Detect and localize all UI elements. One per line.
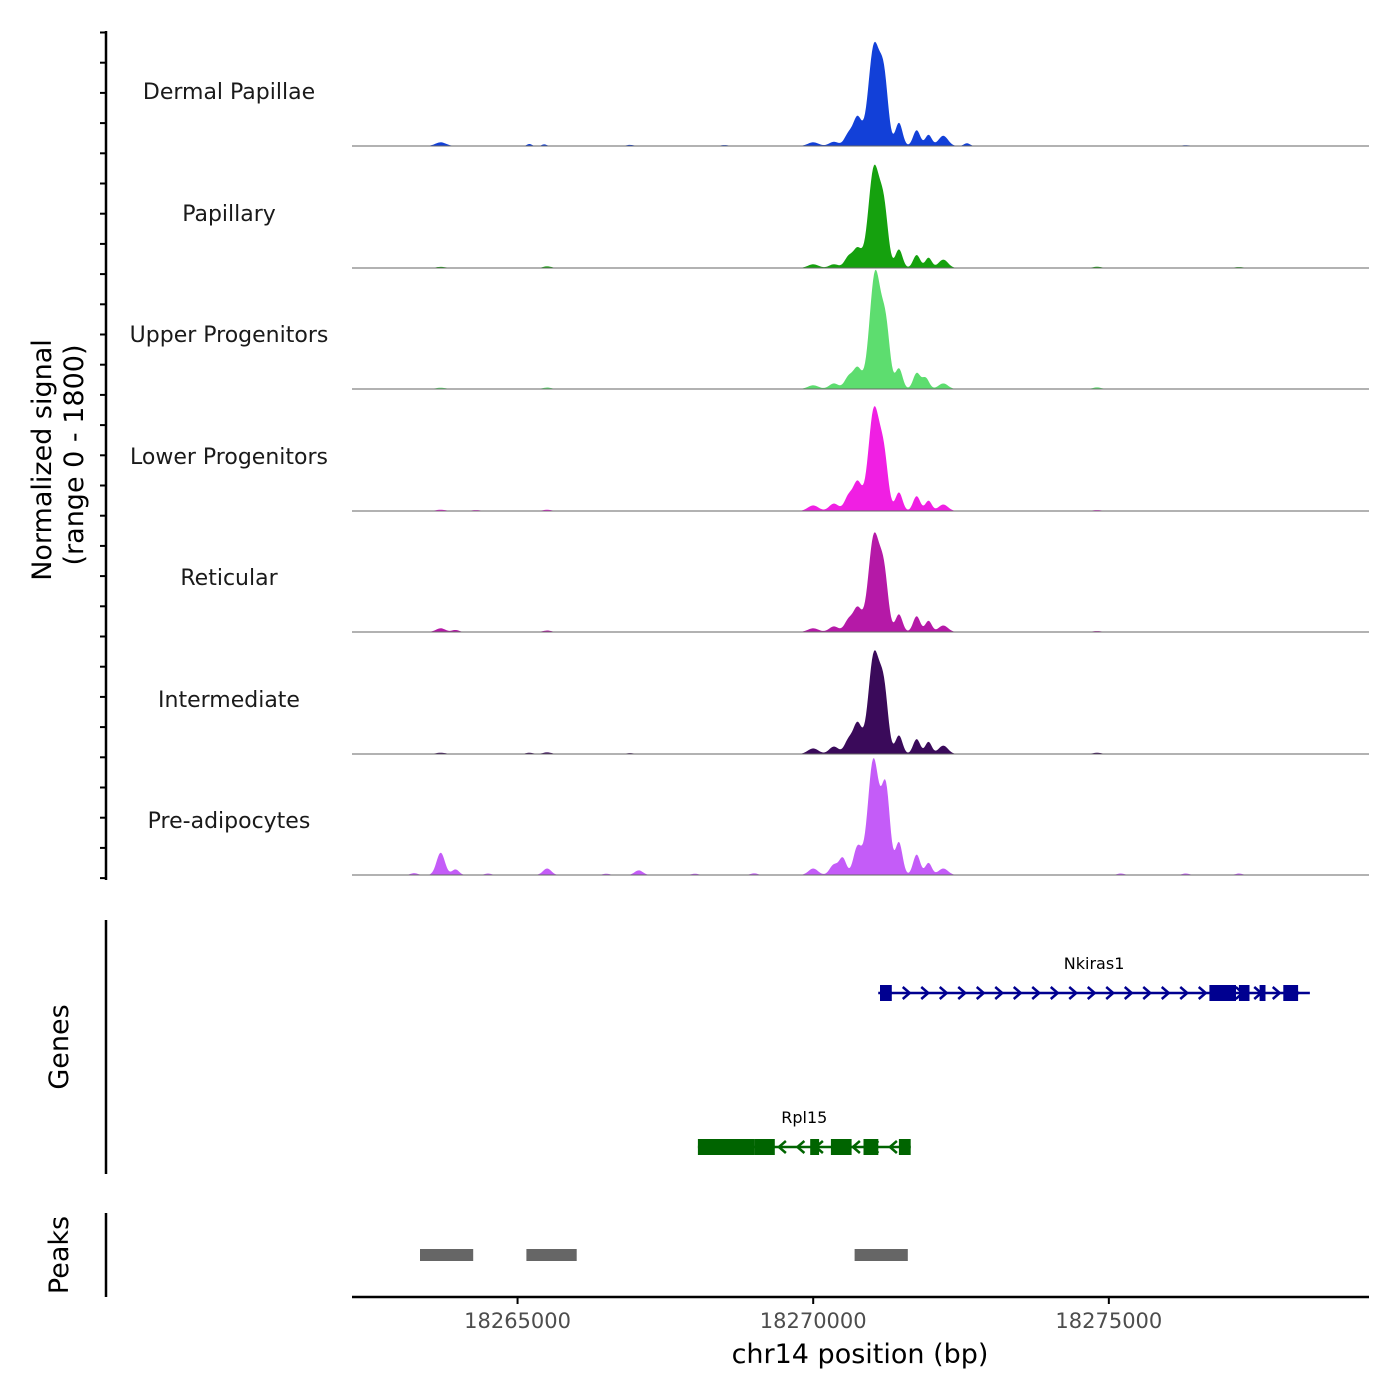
- gene-rpl15: Rpl15: [697, 1108, 911, 1155]
- signal-area-dermal-papillae: [352, 41, 1369, 146]
- strand-arrow: [1271, 986, 1282, 1000]
- strand-arrow: [901, 986, 912, 1000]
- gene-annotations: Nkiras1 Rpl15: [697, 954, 1310, 1155]
- track-labels: Dermal Papillae Papillary Upper Progenitor…: [130, 80, 329, 834]
- strand-arrow: [1086, 986, 1097, 1000]
- x-tick-label: 18275000: [1055, 1309, 1162, 1333]
- strand-arrow: [920, 986, 931, 1000]
- strand-arrow: [887, 1140, 898, 1154]
- x-tick-label: 18270000: [760, 1309, 867, 1333]
- exon: [898, 1139, 911, 1155]
- track-label-papillary: Papillary: [182, 202, 276, 227]
- exon: [1209, 985, 1236, 1001]
- y-axis-title-line2: (range 0 - 1800): [59, 345, 90, 566]
- signal-area-upper-progenitors: [352, 269, 1369, 389]
- signal-y-ticks: [100, 31, 106, 880]
- strand-arrow: [1068, 986, 1079, 1000]
- track-label-pre-adipocytes: Pre-adipocytes: [148, 809, 311, 834]
- strand-arrow: [795, 1140, 806, 1154]
- exon: [1283, 985, 1299, 1001]
- x-axis-ticks: 18265000 18270000 18275000: [464, 1297, 1162, 1333]
- track-lower-progenitors: [352, 406, 1369, 512]
- track-upper-progenitors: [352, 269, 1369, 390]
- strand-arrow: [1179, 986, 1190, 1000]
- exon: [754, 1139, 775, 1155]
- signal-area-pre-adipocytes: [352, 758, 1369, 875]
- strand-arrow: [1031, 986, 1042, 1000]
- signal-area-intermediate: [352, 650, 1369, 754]
- exon: [810, 1139, 820, 1155]
- peak-regions: [420, 1249, 908, 1261]
- track-papillary: [352, 164, 1369, 269]
- strand-arrow: [1160, 986, 1171, 1000]
- track-label-reticular: Reticular: [180, 566, 278, 591]
- track-label-intermediate: Intermediate: [158, 688, 300, 713]
- peak-region: [526, 1249, 577, 1261]
- strand-arrow: [938, 986, 949, 1000]
- strand-arrow: [850, 1140, 861, 1154]
- track-pre-adipocytes: [352, 758, 1369, 876]
- exon: [830, 1139, 852, 1155]
- exon: [1259, 985, 1266, 1001]
- gene-nkiras1: Nkiras1: [878, 954, 1310, 1001]
- track-reticular: [352, 532, 1369, 633]
- signal-tracks: [352, 41, 1369, 876]
- strand-arrow: [1197, 986, 1208, 1000]
- strand-arrow: [975, 986, 986, 1000]
- track-dermal-papillae: [352, 41, 1369, 147]
- genes-track-title: Genes: [44, 1004, 75, 1089]
- signal-area-papillary: [352, 164, 1369, 268]
- track-label-dermal-papillae: Dermal Papillae: [143, 80, 315, 105]
- gene-label-rpl15: Rpl15: [781, 1108, 827, 1127]
- signal-area-lower-progenitors: [352, 406, 1369, 511]
- strand-arrow: [1012, 986, 1023, 1000]
- strand-arrow: [776, 1140, 787, 1154]
- signal-area-reticular: [352, 532, 1369, 632]
- exon: [697, 1139, 755, 1155]
- strand-arrow: [957, 986, 968, 1000]
- track-label-upper-progenitors: Upper Progenitors: [130, 323, 329, 348]
- strand-arrow: [1123, 986, 1134, 1000]
- exon: [863, 1139, 879, 1155]
- strand-arrow: [994, 986, 1005, 1000]
- strand-arrow: [1049, 986, 1060, 1000]
- peak-region: [854, 1249, 908, 1261]
- track-intermediate: [352, 650, 1369, 755]
- exon: [1238, 985, 1250, 1001]
- peak-region: [420, 1249, 474, 1261]
- exon: [880, 985, 892, 1001]
- y-axis-title-line1: Normalized signal: [27, 339, 58, 581]
- track-label-lower-progenitors: Lower Progenitors: [130, 445, 328, 470]
- peaks-track-title: Peaks: [44, 1216, 75, 1294]
- strand-arrow: [1105, 986, 1116, 1000]
- strand-arrow: [1142, 986, 1153, 1000]
- x-axis-title: chr14 position (bp): [732, 1339, 989, 1370]
- gene-label-nkiras1: Nkiras1: [1064, 954, 1125, 973]
- x-tick-label: 18265000: [464, 1309, 571, 1333]
